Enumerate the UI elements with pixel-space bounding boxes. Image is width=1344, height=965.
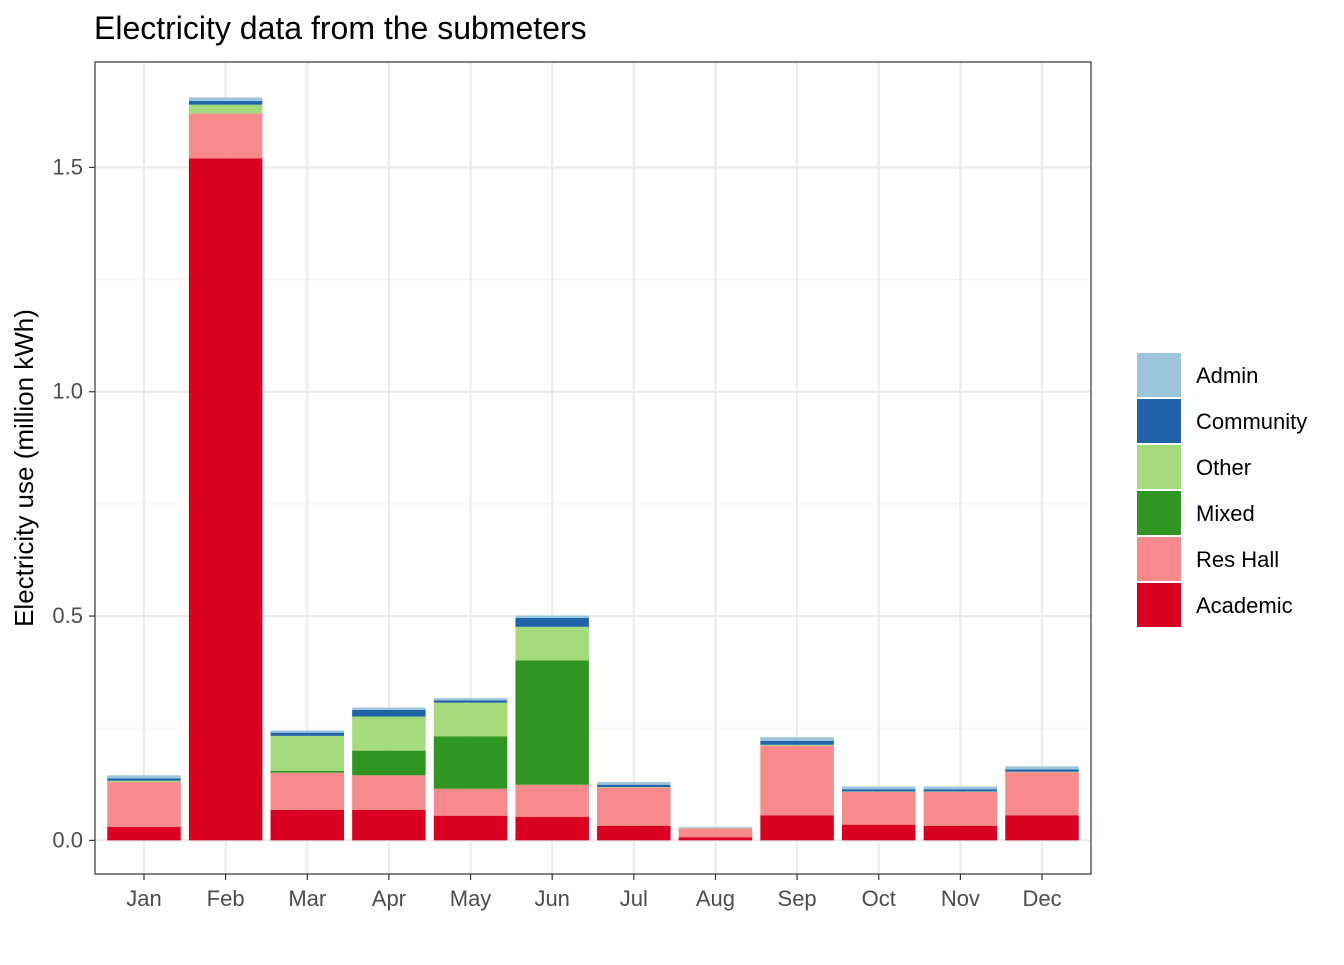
bar-segment-community-apr bbox=[352, 710, 425, 717]
bar-segment-admin-feb bbox=[189, 97, 262, 101]
bar-segment-academic-mar bbox=[271, 810, 344, 841]
bar-segment-res-hall-jun bbox=[515, 785, 588, 817]
y-tick-label: 1.0 bbox=[52, 379, 83, 404]
legend-key-academic bbox=[1137, 583, 1181, 627]
x-tick-label: Aug bbox=[696, 886, 735, 911]
bar-segment-community-jun bbox=[515, 618, 588, 627]
bar-segment-academic-sep bbox=[760, 815, 833, 840]
bar-segment-mixed-jun bbox=[515, 660, 588, 784]
bar-segment-res-hall-sep bbox=[760, 746, 833, 816]
x-tick-label: Dec bbox=[1022, 886, 1061, 911]
bar-segment-admin-jun bbox=[515, 616, 588, 618]
bar-segment-academic-nov bbox=[924, 826, 997, 840]
bar-segment-admin-mar bbox=[271, 730, 344, 732]
bar-segment-community-feb bbox=[189, 101, 262, 105]
x-axis: Jan Feb Mar Apr May Jun Jul Aug Sep Oct Nov Dec bbox=[126, 874, 1061, 911]
bar-segment-admin-nov bbox=[924, 787, 997, 790]
bar-segment-other-may bbox=[434, 703, 507, 737]
bar-segment-res-hall-mar bbox=[271, 773, 344, 810]
bar-segment-other-feb bbox=[189, 105, 262, 114]
bar-segment-academic-apr bbox=[352, 810, 425, 841]
x-tick-label: Nov bbox=[941, 886, 980, 911]
x-tick-label: Oct bbox=[862, 886, 896, 911]
bar-layer bbox=[107, 97, 1079, 840]
bar-segment-res-hall-nov bbox=[924, 792, 997, 826]
bar-segment-community-jan bbox=[107, 778, 180, 780]
bar-segment-mixed-mar bbox=[271, 771, 344, 773]
bar-segment-other-jan bbox=[107, 781, 180, 782]
bar-segment-academic-aug bbox=[679, 837, 752, 840]
bar-segment-res-hall-jan bbox=[107, 782, 180, 827]
bar-segment-admin-oct bbox=[842, 787, 915, 790]
bar-segment-other-apr bbox=[352, 717, 425, 751]
bar-segment-res-hall-may bbox=[434, 789, 507, 816]
y-tick-label: 1.5 bbox=[52, 154, 83, 179]
bar-segment-admin-aug bbox=[679, 827, 752, 828]
bar-segment-academic-jun bbox=[515, 817, 588, 840]
x-tick-label: Mar bbox=[288, 886, 326, 911]
x-tick-label: Jan bbox=[126, 886, 161, 911]
legend-label: Academic bbox=[1196, 593, 1293, 618]
x-tick-label: May bbox=[450, 886, 492, 911]
y-tick-label: 0.5 bbox=[52, 603, 83, 628]
bar-segment-community-may bbox=[434, 700, 507, 702]
bar-segment-community-nov bbox=[924, 789, 997, 791]
bar-segment-other-jun bbox=[515, 627, 588, 661]
x-tick-label: Jul bbox=[620, 886, 648, 911]
legend: Admin Community Other Mixed Res Hall Academic bbox=[1137, 353, 1307, 627]
bar-segment-academic-dec bbox=[1005, 815, 1078, 840]
bar-segment-academic-jul bbox=[597, 826, 670, 840]
legend-key-mixed bbox=[1137, 491, 1181, 535]
legend-key-admin bbox=[1137, 353, 1181, 397]
bar-segment-res-hall-dec bbox=[1005, 772, 1078, 815]
y-tick-label: 0.0 bbox=[52, 827, 83, 852]
legend-label: Admin bbox=[1196, 363, 1258, 388]
y-axis-title: Electricity use (million kWh) bbox=[9, 309, 39, 627]
bar-segment-res-hall-feb bbox=[189, 114, 262, 159]
legend-label: Community bbox=[1196, 409, 1307, 434]
bar-segment-res-hall-aug bbox=[679, 828, 752, 837]
bar-segment-academic-jan bbox=[107, 827, 180, 840]
legend-label: Mixed bbox=[1196, 501, 1255, 526]
bar-segment-admin-jul bbox=[597, 782, 670, 785]
bar-segment-admin-dec bbox=[1005, 766, 1078, 769]
bar-segment-community-oct bbox=[842, 789, 915, 791]
y-axis: 0.0 0.5 1.0 1.5 bbox=[52, 154, 95, 852]
legend-label: Other bbox=[1196, 455, 1251, 480]
bar-segment-community-sep bbox=[760, 741, 833, 745]
legend-key-community bbox=[1137, 399, 1181, 443]
bar-segment-res-hall-jul bbox=[597, 787, 670, 826]
bar-segment-mixed-may bbox=[434, 736, 507, 788]
bar-segment-admin-jan bbox=[107, 775, 180, 778]
bar-segment-community-mar bbox=[271, 733, 344, 736]
bar-segment-res-hall-apr bbox=[352, 775, 425, 810]
bar-segment-other-mar bbox=[271, 736, 344, 771]
chart-title: Electricity data from the submeters bbox=[94, 10, 587, 46]
bar-segment-admin-may bbox=[434, 698, 507, 700]
x-tick-label: Feb bbox=[207, 886, 245, 911]
bar-segment-academic-may bbox=[434, 816, 507, 841]
bar-segment-admin-apr bbox=[352, 708, 425, 710]
legend-key-res-hall bbox=[1137, 537, 1181, 581]
x-tick-label: Apr bbox=[372, 886, 406, 911]
bar-segment-community-dec bbox=[1005, 769, 1078, 771]
bar-segment-admin-sep bbox=[760, 737, 833, 741]
legend-label: Res Hall bbox=[1196, 547, 1279, 572]
bar-segment-res-hall-oct bbox=[842, 792, 915, 825]
x-tick-label: Jun bbox=[534, 886, 569, 911]
bar-segment-academic-feb bbox=[189, 158, 262, 840]
x-tick-label: Sep bbox=[778, 886, 817, 911]
bar-segment-academic-oct bbox=[842, 825, 915, 841]
bar-segment-community-jul bbox=[597, 785, 670, 787]
bar-segment-mixed-apr bbox=[352, 751, 425, 776]
legend-key-other bbox=[1137, 445, 1181, 489]
bar-segment-other-sep bbox=[760, 745, 833, 746]
